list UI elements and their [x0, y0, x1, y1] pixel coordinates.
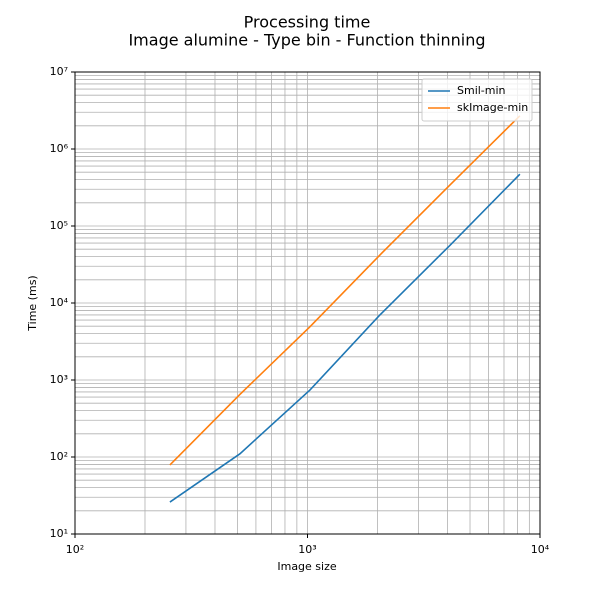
x-tick-label: 10⁴ [531, 543, 550, 556]
line-series [169, 115, 521, 466]
y-tick-label: 10² [50, 450, 68, 463]
y-tick-label: 10¹ [50, 527, 68, 540]
x-tick-label: 10² [66, 543, 84, 556]
y-tick-label: 10⁴ [50, 296, 69, 309]
y-tick-label: 10⁵ [50, 219, 68, 232]
legend-label: skImage-min [457, 101, 528, 114]
legend-label: Smil-min [457, 84, 506, 97]
line-series [169, 173, 521, 503]
chart-subtitle: Image alumine - Type bin - Function thin… [128, 31, 485, 50]
y-tick-label: 10⁶ [50, 142, 69, 155]
legend-box [421, 78, 533, 122]
y-tick-label: 10³ [50, 373, 68, 386]
chart-title: Processing time [244, 13, 371, 32]
plot-frame [74, 71, 541, 535]
x-axis-label: Image size [277, 560, 337, 573]
y-tick-label: 10⁷ [50, 65, 68, 78]
y-axis-label: Time (ms) [26, 275, 39, 331]
x-tick-label: 10³ [298, 543, 316, 556]
